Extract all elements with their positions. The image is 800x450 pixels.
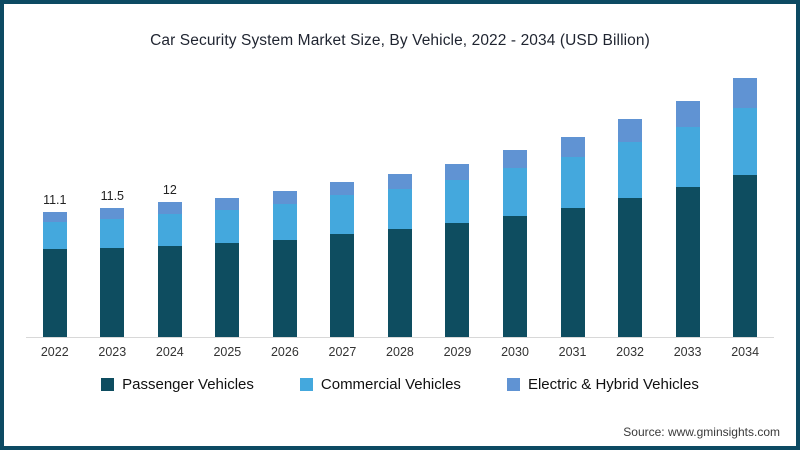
legend: Passenger Vehicles Commercial Vehicles E… xyxy=(4,376,796,393)
bar-column-2031 xyxy=(544,68,602,337)
bar-segment xyxy=(215,197,240,210)
bar-segment xyxy=(733,107,758,175)
bar-total-label: 11.1 xyxy=(43,193,67,207)
bar-segment xyxy=(445,179,470,224)
bar-segment xyxy=(503,215,528,337)
bar-total-label: 11.5 xyxy=(100,189,124,203)
stacked-bar-2024 xyxy=(157,202,182,337)
bar-segment xyxy=(100,248,125,337)
legend-item-electric-hybrid-vehicles: Electric & Hybrid Vehicles xyxy=(506,376,699,393)
bar-segment xyxy=(42,212,67,223)
bar-segment xyxy=(330,195,355,234)
stacked-bar-2023 xyxy=(100,207,125,337)
bar-segment xyxy=(445,163,470,180)
stacked-bar-2025 xyxy=(215,197,240,337)
bar-segment xyxy=(445,223,470,337)
stacked-bar-2030 xyxy=(503,150,528,337)
stacked-bar-2022 xyxy=(42,212,67,337)
stacked-bar-2027 xyxy=(330,181,355,337)
bar-segment xyxy=(387,229,412,337)
stacked-bar-2032 xyxy=(618,118,643,337)
bar-segment xyxy=(503,168,528,216)
x-axis-label: 2027 xyxy=(328,345,357,359)
bar-column-2034 xyxy=(716,68,774,337)
legend-label: Electric & Hybrid Vehicles xyxy=(527,376,699,393)
bar-segment xyxy=(387,188,412,229)
bar-segment xyxy=(157,245,182,337)
passenger-vehicles-swatch-icon xyxy=(101,378,115,391)
bar-column-2024: 12 xyxy=(141,68,199,337)
bar-column-2032 xyxy=(601,68,659,337)
x-axis-label: 2028 xyxy=(386,345,414,359)
bar-column-2026 xyxy=(256,68,314,337)
bar-column-2029 xyxy=(429,68,487,337)
bar-segment xyxy=(330,181,355,196)
bar-column-2028 xyxy=(371,68,429,337)
bar-total-label: 12 xyxy=(162,183,177,197)
bar-segment xyxy=(42,222,67,250)
bar-segment xyxy=(618,197,643,337)
x-axis-label: 2026 xyxy=(270,345,299,359)
bar-segment xyxy=(675,187,700,337)
stacked-bar-2034 xyxy=(733,78,758,337)
x-axis-label: 2034 xyxy=(731,345,760,359)
bar-column-2025 xyxy=(199,68,257,337)
bar-segment xyxy=(618,142,643,198)
bar-column-2022: 11.1 xyxy=(26,68,84,337)
bar-segment xyxy=(330,233,355,337)
x-axis-label: 2030 xyxy=(501,345,529,359)
bar-segment xyxy=(733,175,758,337)
chart-title: Car Security System Market Size, By Vehi… xyxy=(150,32,650,49)
bar-column-2030 xyxy=(486,68,544,337)
bar-segment xyxy=(733,78,758,108)
bar-segment xyxy=(503,150,528,169)
x-axis-label: 2032 xyxy=(616,345,644,359)
bar-segment xyxy=(560,136,585,158)
bar-segment xyxy=(618,118,643,143)
x-axis-label: 2024 xyxy=(155,345,184,359)
stacked-bar-2029 xyxy=(445,163,470,337)
stacked-bar-2028 xyxy=(387,173,412,337)
bar-column-2027 xyxy=(314,68,372,337)
bar-segment xyxy=(675,126,700,188)
bar-segment xyxy=(272,240,297,337)
x-axis-label: 2031 xyxy=(558,345,587,359)
bar-segment xyxy=(215,209,240,243)
x-axis-label: 2023 xyxy=(98,345,127,359)
bar-segment xyxy=(100,218,125,249)
commercial-vehicles-swatch-icon xyxy=(299,378,313,391)
bar-segment xyxy=(42,249,67,337)
bar-column-2033 xyxy=(659,68,717,337)
legend-item-commercial-vehicles: Commercial Vehicles xyxy=(299,376,461,393)
bar-segment xyxy=(272,190,297,205)
bar-segment xyxy=(157,214,182,246)
stacked-bar-2026 xyxy=(272,190,297,337)
bar-segment xyxy=(560,157,585,208)
electric-hybrid-vehicles-swatch-icon xyxy=(506,378,520,391)
x-axis: 2022 2023 2024 2025 2026 2027 2028 2029 2030 2031… xyxy=(26,338,774,359)
stacked-bar-2033 xyxy=(675,100,700,337)
x-axis-label: 2029 xyxy=(443,345,472,359)
bar-column-2023: 11.5 xyxy=(84,68,142,337)
bar-segment xyxy=(100,207,125,219)
x-axis-label: 2033 xyxy=(673,345,702,359)
bar-segment xyxy=(675,100,700,127)
legend-label: Passenger Vehicles xyxy=(122,376,254,393)
x-axis-label: 2022 xyxy=(40,345,69,359)
bar-segment xyxy=(215,242,240,337)
bar-segment xyxy=(272,204,297,241)
legend-label: Commercial Vehicles xyxy=(320,376,461,393)
bar-segment xyxy=(387,173,412,189)
bar-segment xyxy=(560,207,585,337)
legend-item-passenger-vehicles: Passenger Vehicles xyxy=(101,376,254,393)
x-axis-label: 2025 xyxy=(213,345,242,359)
source-attribution: Source: www.gminsights.com xyxy=(623,425,780,439)
stacked-bar-2031 xyxy=(560,136,585,337)
plot-area: 11.1 11.5 12 xyxy=(26,68,774,338)
bar-segment xyxy=(157,202,182,215)
